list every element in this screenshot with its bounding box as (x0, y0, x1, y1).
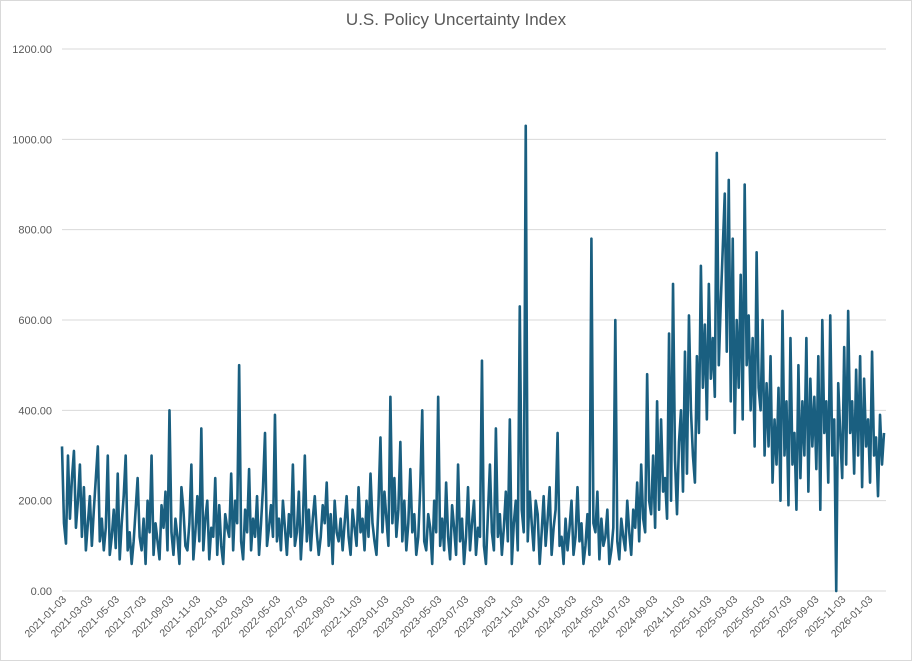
y-tick-label: 1200.00 (12, 44, 52, 56)
series-layer (60, 124, 886, 593)
y-tick-label: 400.00 (18, 405, 52, 417)
y-tick-label: 600.00 (18, 315, 52, 327)
y-tick-label: 0.00 (31, 586, 52, 598)
series-line (60, 124, 886, 593)
y-axis-ticks: 0.00 200.00 400.00 600.00 800.00 1000.00 1200.… (12, 44, 52, 598)
x-axis-ticks: 2021-01-032021-03-032021-05-032021-07-03… (23, 594, 876, 641)
y-tick-label: 1000.00 (12, 134, 52, 146)
chart-title: U.S. Policy Uncertainty Index (345, 10, 567, 29)
y-tick-label: 800.00 (18, 225, 52, 237)
y-tick-label: 200.00 (18, 496, 52, 508)
